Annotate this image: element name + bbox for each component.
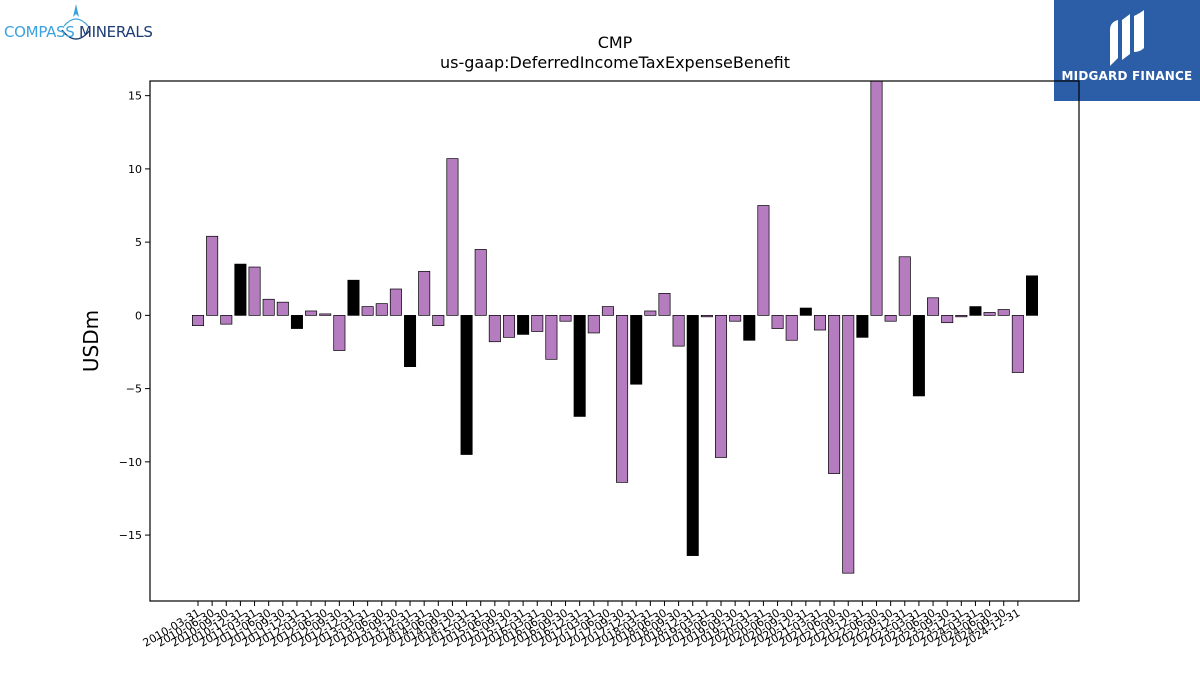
bar-2020-06-30 [771, 315, 784, 329]
midgard-mark-icon [1110, 10, 1144, 66]
bar-2019-09-30 [729, 315, 742, 322]
bar-2021-03-31 [813, 315, 826, 331]
bar-2011-09-30 [276, 301, 289, 316]
bar-2016-03-31 [531, 315, 544, 332]
bar-2016-06-30 [545, 315, 558, 360]
bar-2016-12-31 [573, 315, 586, 417]
bar-2011-12-31 [290, 315, 303, 329]
bar-2016-09-30 [559, 315, 572, 322]
y-tick-label: −5 [126, 383, 142, 396]
bar-2024-09-30 [997, 309, 1010, 316]
bar-2018-03-31 [644, 310, 657, 316]
y-tick-label: −15 [119, 529, 142, 542]
bar-2017-09-30 [616, 315, 629, 483]
bar-2013-09-30 [389, 288, 402, 316]
bar-2015-03-31 [474, 249, 487, 316]
bar-2018-09-30 [672, 315, 685, 347]
bar-2023-03-31 [912, 315, 925, 397]
bar-2021-12-31 [856, 315, 869, 338]
midgard-finance-name: MIDGARD FINANCE [1061, 69, 1193, 83]
y-tick-label: −10 [119, 456, 142, 469]
logo-text-minerals: MINERALS [74, 23, 153, 41]
compass-minerals-logo: COMPASS MINERALS [4, 4, 153, 52]
bar-2010-09-30 [220, 315, 233, 325]
bar-2012-06-30 [319, 313, 332, 316]
bar-2019-12-31 [743, 315, 756, 341]
bar-2014-06-30 [432, 315, 445, 326]
bar-2013-06-30 [375, 303, 388, 316]
bar-2020-09-30 [785, 315, 798, 341]
bar-2015-06-30 [488, 315, 501, 343]
y-tick-label: 0 [135, 309, 142, 322]
bar-2012-09-30 [333, 315, 346, 351]
bar-2024-12-31 [1011, 315, 1024, 373]
bar-2015-12-31 [517, 315, 530, 335]
plot-frame [149, 80, 1080, 602]
bar-2021-06-30 [828, 315, 841, 474]
bar-2023-12-31 [955, 315, 968, 318]
bar-2019-03-31 [700, 315, 713, 318]
bar-2012-12-31 [347, 279, 360, 316]
bar-2012-03-31 [305, 310, 318, 316]
bar-2022-09-30 [884, 315, 897, 322]
y-tick-label: 10 [128, 163, 142, 176]
bar-2020-12-31 [799, 307, 812, 316]
bar-2015-09-30 [502, 315, 515, 338]
y-tick-label: 15 [128, 90, 142, 103]
bar-2023-09-30 [941, 315, 954, 324]
bar-2017-12-31 [630, 315, 643, 385]
bar-2020-03-31 [757, 205, 770, 316]
bar-2010-03-31 [192, 315, 205, 326]
bar-2013-12-31 [404, 315, 417, 367]
bar-2017-06-30 [601, 306, 614, 316]
y-axis-label: USDm [79, 310, 103, 372]
bar-2013-03-31 [361, 306, 374, 316]
chart-subtitle: us-gaap:DeferredIncomeTaxExpenseBenefit [440, 53, 790, 72]
bar-2010-12-31 [234, 263, 247, 316]
bar-2024-03-31 [969, 306, 982, 316]
logo-text-compass: COMPASS [4, 23, 75, 41]
bar-2018-12-31 [686, 315, 699, 556]
bar-2023-06-30 [927, 297, 940, 316]
bar-2019-06-30 [715, 315, 728, 458]
midgard-finance-logo: MIDGARD FINANCE [1054, 0, 1200, 101]
bar-2018-06-30 [658, 293, 671, 316]
bar-2017-03-31 [587, 315, 600, 334]
y-tick-label: 5 [135, 236, 142, 249]
chart-title: CMP [598, 33, 633, 52]
bar-2014-09-30 [446, 158, 459, 316]
bar-2011-06-30 [262, 298, 275, 316]
bar-2022-06-30 [870, 80, 883, 316]
bar-2011-03-31 [248, 266, 261, 316]
bar-2024-06-30 [983, 312, 996, 316]
bar-2022-12-31 [898, 256, 911, 316]
bar-undefined [1025, 275, 1039, 316]
bar-2010-06-30 [206, 235, 219, 316]
bar-2014-12-31 [460, 315, 473, 455]
bar-2021-09-30 [842, 315, 855, 574]
bar-2014-03-31 [418, 271, 431, 316]
compass-star-icon [61, 4, 91, 40]
